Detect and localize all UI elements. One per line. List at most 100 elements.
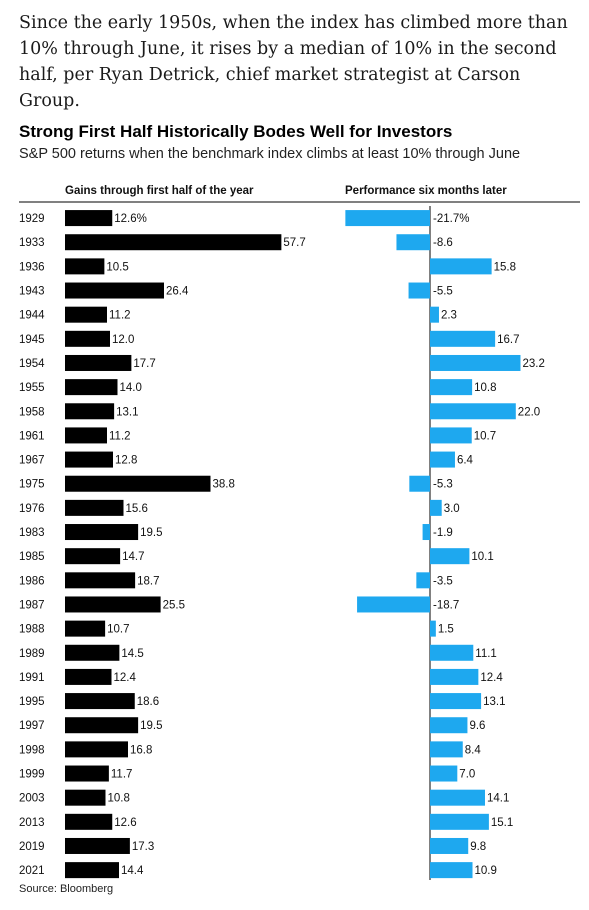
first-half-value-label: 18.7 xyxy=(137,575,159,587)
six-months-later-bar xyxy=(345,210,430,227)
six-months-later-bar xyxy=(430,330,496,347)
first-half-value-label: 15.6 xyxy=(126,503,148,515)
year-label: 1955 xyxy=(19,382,45,394)
six-months-later-value-label: 9.6 xyxy=(469,720,485,732)
first-half-bar xyxy=(65,741,128,758)
six-months-later-bar xyxy=(422,524,430,541)
chart-title: Strong First Half Historically Bodes Wel… xyxy=(19,122,453,141)
six-months-later-bar xyxy=(430,789,485,806)
first-half-bar xyxy=(65,282,164,299)
first-half-bar xyxy=(65,717,139,734)
six-months-later-value-label: -18.7 xyxy=(433,599,459,611)
year-label: 1961 xyxy=(19,430,45,442)
six-months-later-bar xyxy=(430,837,469,854)
year-label: 1997 xyxy=(19,720,45,732)
six-months-later-value-label: 15.1 xyxy=(491,817,513,829)
six-months-later-bar xyxy=(430,451,455,468)
first-half-value-label: 10.8 xyxy=(108,793,130,805)
year-label: 1989 xyxy=(19,648,45,660)
six-months-later-bar xyxy=(408,282,430,299)
six-months-later-value-label: 11.1 xyxy=(475,648,497,660)
first-half-value-label: 17.3 xyxy=(132,841,154,853)
first-half-value-label: 11.2 xyxy=(109,310,131,322)
six-months-later-value-label: 7.0 xyxy=(459,769,475,781)
six-months-later-bar xyxy=(430,644,474,661)
first-half-bar xyxy=(65,572,136,589)
year-label: 2021 xyxy=(19,865,45,877)
six-months-later-bar xyxy=(430,379,473,396)
year-label: 1991 xyxy=(19,672,45,684)
six-months-later-bar xyxy=(416,572,430,589)
first-half-value-label: 18.6 xyxy=(137,696,159,708)
first-half-value-label: 12.0 xyxy=(112,334,134,346)
six-months-later-value-label: -1.9 xyxy=(433,527,453,539)
first-half-bar xyxy=(65,499,124,516)
first-half-value-label: 17.7 xyxy=(133,358,155,370)
year-label: 1998 xyxy=(19,744,45,756)
first-half-bar xyxy=(65,548,121,565)
six-months-later-value-label: -21.7% xyxy=(433,213,469,225)
year-label: 1987 xyxy=(19,599,45,611)
year-label: 1985 xyxy=(19,551,45,563)
first-half-value-label: 14.4 xyxy=(121,865,144,877)
six-months-later-value-label: -5.5 xyxy=(433,286,453,298)
first-half-value-label: 12.6% xyxy=(114,213,147,225)
six-months-later-bar xyxy=(430,427,472,444)
left-series-header: Gains through first half of the year xyxy=(65,185,254,197)
six-months-later-bar xyxy=(430,403,516,420)
year-label: 1929 xyxy=(19,213,45,225)
first-half-bar xyxy=(65,596,161,613)
first-half-bar xyxy=(65,427,107,444)
year-label: 1945 xyxy=(19,334,45,346)
six-months-later-bar xyxy=(430,499,442,516)
six-months-later-value-label: 1.5 xyxy=(438,624,454,636)
first-half-value-label: 11.2 xyxy=(109,430,131,442)
first-half-value-label: 26.4 xyxy=(166,286,189,298)
year-label: 1988 xyxy=(19,624,45,636)
first-half-bar xyxy=(65,813,113,830)
first-half-bar xyxy=(65,210,113,227)
six-months-later-bar xyxy=(430,354,521,371)
first-half-bar xyxy=(65,234,282,251)
bar-chart: Gains through first half of the year Per… xyxy=(19,185,580,880)
six-months-later-value-label: 16.7 xyxy=(497,334,519,346)
six-months-later-bar xyxy=(430,548,470,565)
first-half-bar xyxy=(65,330,110,347)
six-months-later-value-label: 23.2 xyxy=(522,358,544,370)
first-half-bar xyxy=(65,765,109,782)
first-half-bar xyxy=(65,862,119,879)
six-months-later-bar xyxy=(430,668,479,685)
year-label: 1936 xyxy=(19,261,45,273)
year-label: 1967 xyxy=(19,455,45,467)
six-months-later-value-label: 15.8 xyxy=(494,261,516,273)
year-label: 1983 xyxy=(19,527,45,539)
year-label: 1933 xyxy=(19,237,45,249)
first-half-bar xyxy=(65,668,112,685)
first-half-bar xyxy=(65,451,113,468)
six-months-later-bar xyxy=(430,693,482,710)
first-half-bar xyxy=(65,644,120,661)
first-half-value-label: 14.7 xyxy=(122,551,144,563)
first-half-value-label: 12.6 xyxy=(114,817,136,829)
year-label: 1943 xyxy=(19,286,45,298)
six-months-later-value-label: 3.0 xyxy=(444,503,460,515)
six-months-later-value-label: 13.1 xyxy=(483,696,505,708)
year-label: 1975 xyxy=(19,479,45,491)
six-months-later-bar xyxy=(430,620,436,637)
year-label: 1986 xyxy=(19,575,45,587)
first-half-value-label: 16.8 xyxy=(130,744,152,756)
year-label: 2019 xyxy=(19,841,45,853)
six-months-later-value-label: 6.4 xyxy=(457,455,474,467)
six-months-later-value-label: 10.9 xyxy=(475,865,497,877)
intro-text: Since the early 1950s, when the index ha… xyxy=(19,13,568,111)
six-months-later-value-label: 22.0 xyxy=(518,406,540,418)
year-label: 1958 xyxy=(19,406,45,418)
chart-rows: 1929 12.6% -21.7% 1933 57.7 -8.6 1936 10.5 15.8 1… xyxy=(19,206,545,880)
first-half-bar xyxy=(65,306,107,323)
year-label: 2003 xyxy=(19,793,45,805)
six-months-later-bar xyxy=(357,596,430,613)
first-half-value-label: 19.5 xyxy=(140,527,162,539)
six-months-later-bar xyxy=(430,765,458,782)
six-months-later-bar xyxy=(430,813,489,830)
first-half-bar xyxy=(65,258,105,275)
